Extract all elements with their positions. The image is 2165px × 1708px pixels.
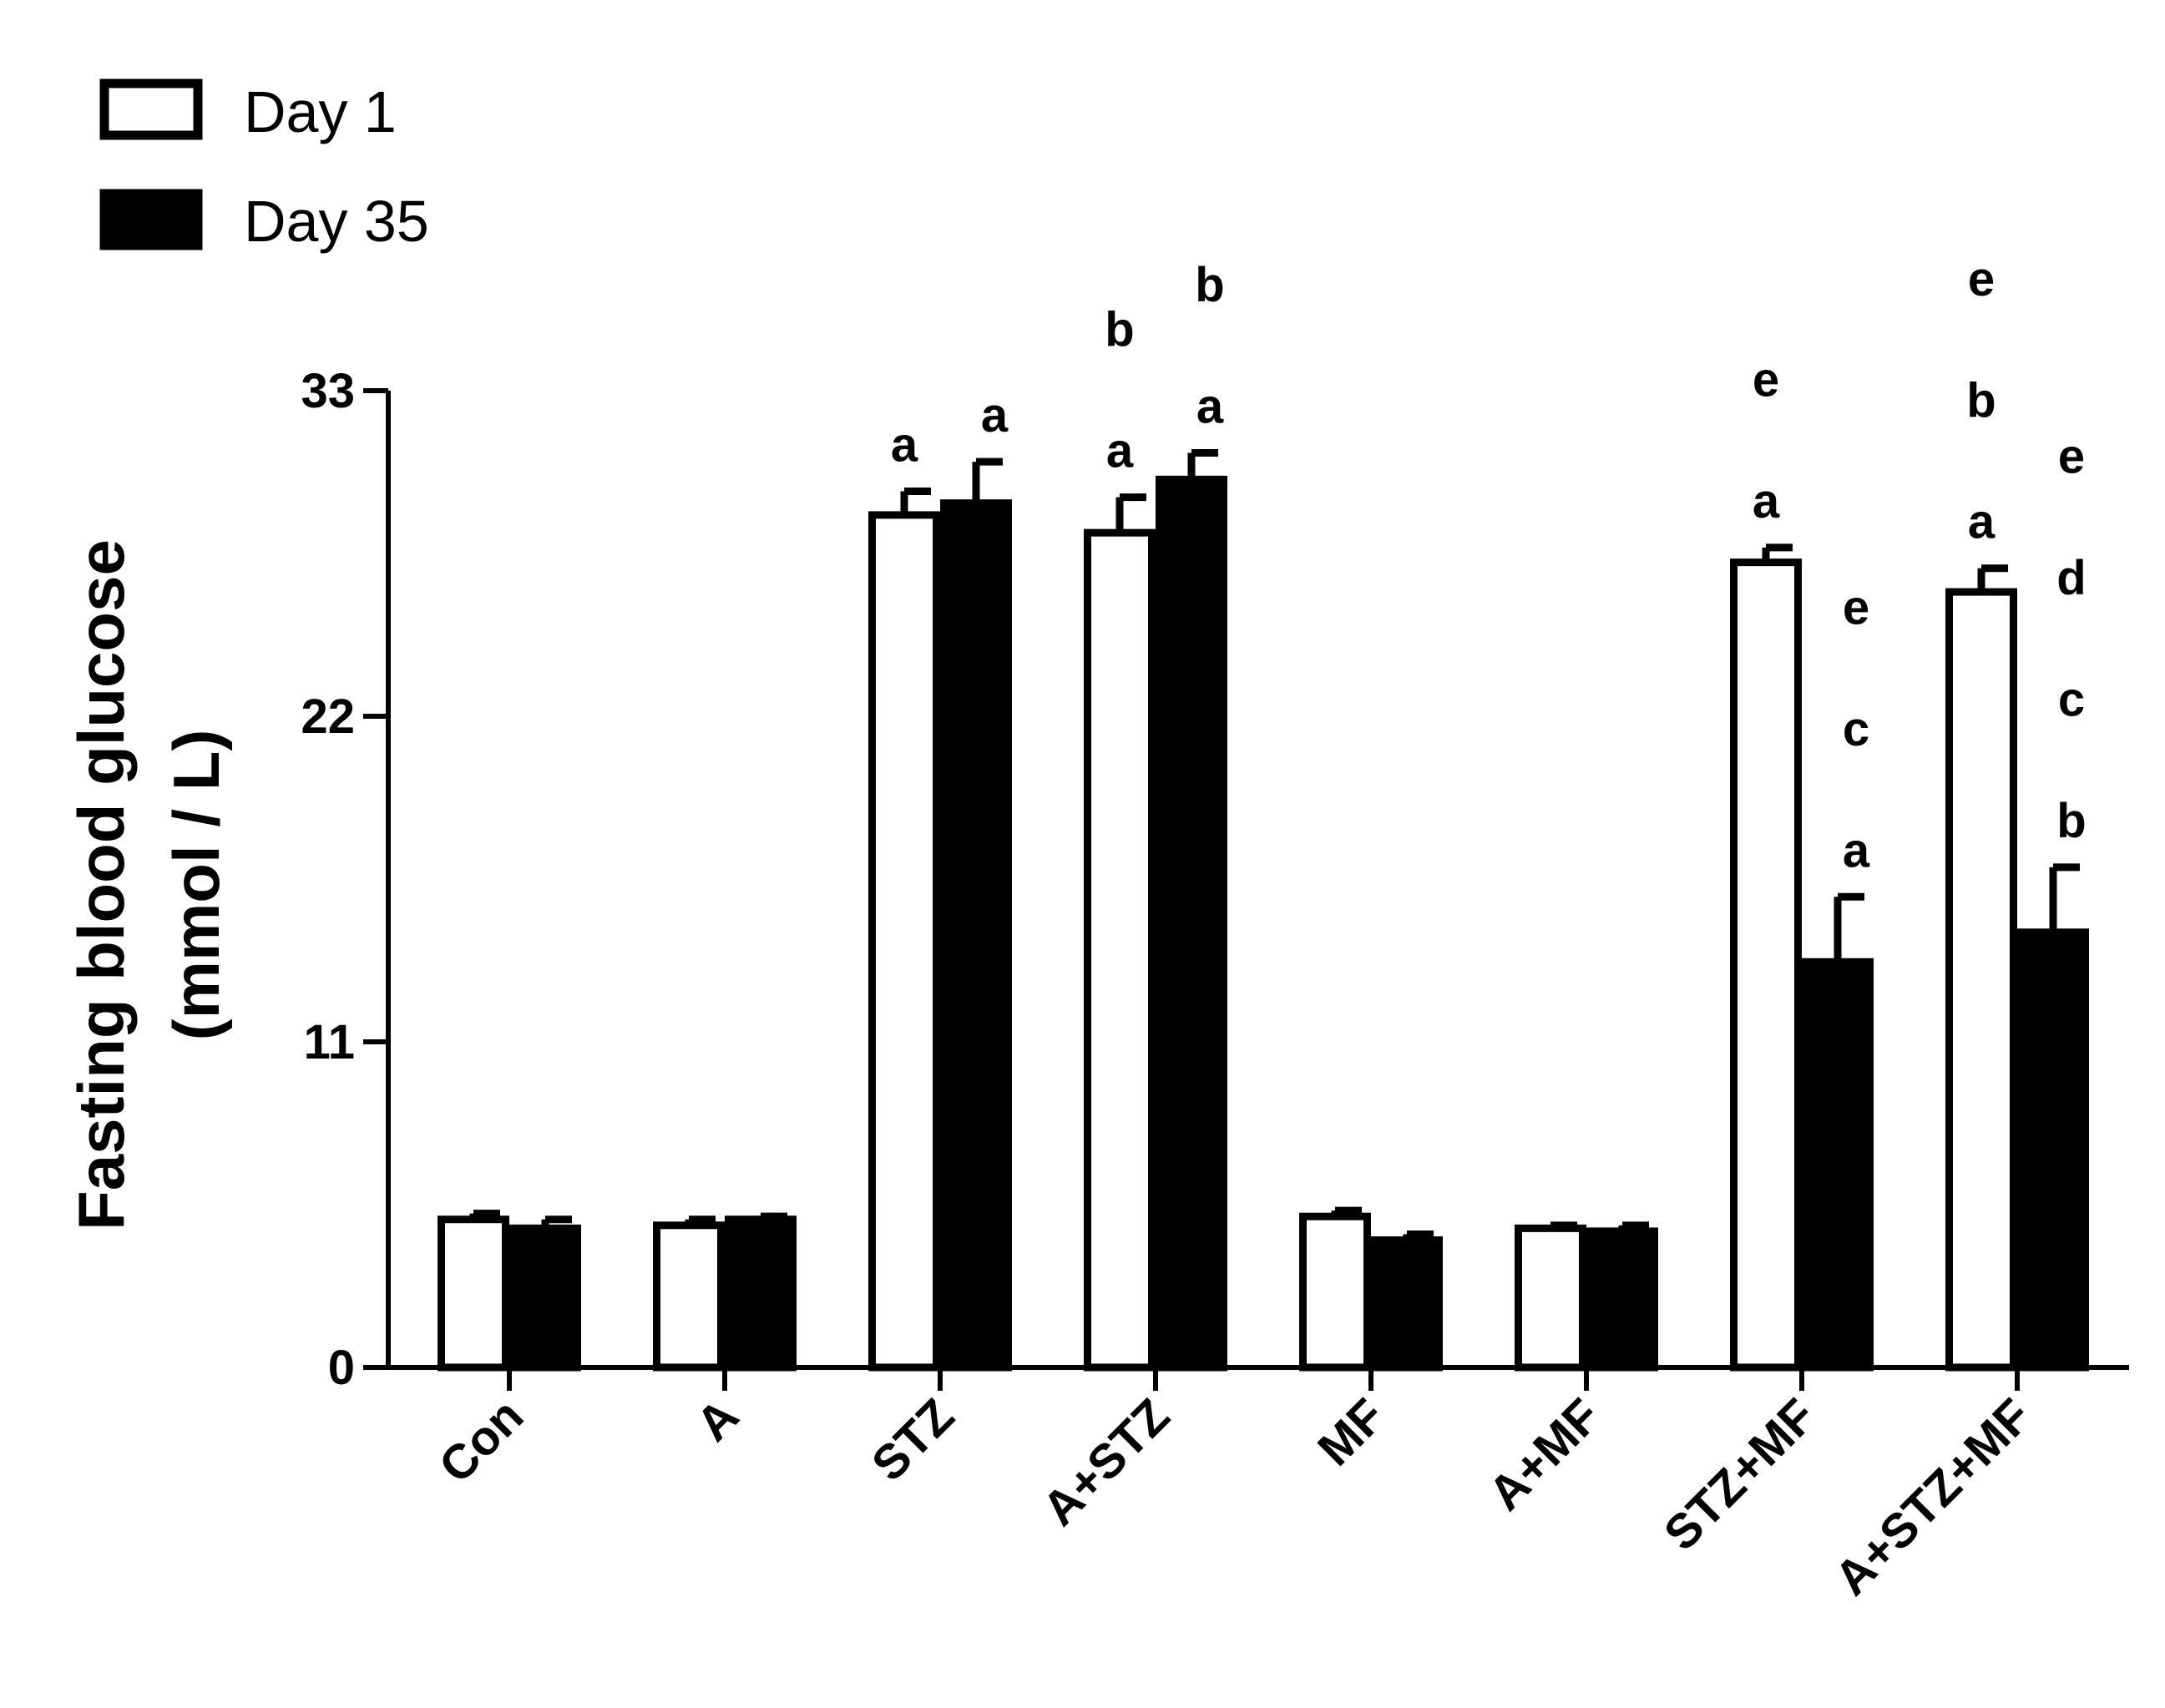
significance-label: e	[2058, 430, 2085, 484]
bars	[438, 448, 2089, 1372]
y-tick-label: 33	[301, 364, 355, 418]
x-tick-label: STZ	[862, 1388, 964, 1491]
significance-label: b	[1195, 258, 1224, 312]
x-tick-label: A+STZ	[1032, 1388, 1180, 1536]
x-tick-label: MF	[1308, 1388, 1395, 1476]
bar	[1299, 1212, 1371, 1372]
legend-label-day1: Day 1	[244, 79, 397, 144]
x-tick-label: Con	[429, 1388, 534, 1493]
bar	[653, 1221, 725, 1372]
legend: Day 1 Day 35	[99, 78, 429, 254]
significance-label: a	[981, 388, 1009, 442]
bar	[1371, 1236, 1443, 1372]
x-tick-label: STZ+MF	[1654, 1388, 1827, 1561]
bar	[1586, 1227, 1658, 1372]
significance-label: d	[2056, 551, 2086, 605]
significance-label: a	[891, 418, 918, 472]
bar	[2017, 928, 2089, 1372]
y-axis-label-line2: (mmol / L)	[159, 730, 233, 1041]
bar	[509, 1224, 581, 1372]
bar	[1730, 558, 1802, 1372]
legend-swatch-day1	[99, 78, 203, 140]
significance-label: a	[1196, 379, 1224, 433]
significance-label: c	[2058, 672, 2085, 726]
significance-label: e	[1968, 252, 1995, 306]
bar	[1802, 958, 1874, 1372]
legend-swatch-day35	[99, 189, 203, 250]
significance-label: e	[1843, 581, 1869, 635]
bar	[1945, 588, 2017, 1372]
significance-label: e	[1753, 353, 1779, 407]
significance-label: a	[1843, 823, 1870, 877]
y-tick-label: 22	[301, 690, 355, 744]
legend-label-day35: Day 35	[244, 189, 429, 254]
y-tick-label: 0	[328, 1341, 355, 1395]
y-tick-label: 11	[304, 1015, 355, 1069]
significance-label: a	[1753, 474, 1780, 528]
bar	[868, 511, 940, 1372]
x-tick-label: A+STZ+MF	[1824, 1388, 2041, 1605]
bar	[1084, 528, 1156, 1372]
significance-label: b	[1966, 373, 1996, 427]
significance-label: a	[1106, 424, 1134, 478]
y-axis-label-line1: Fasting blood glucose	[64, 539, 138, 1230]
significance-label: b	[1105, 302, 1134, 356]
bar	[940, 499, 1012, 1372]
significance-label: c	[1843, 702, 1869, 756]
bar	[725, 1215, 797, 1372]
bar	[1515, 1224, 1586, 1372]
x-tick-label: A+MF	[1478, 1388, 1611, 1521]
significance-label: b	[2056, 794, 2086, 848]
significance-label: a	[1968, 495, 1996, 549]
bar	[1156, 475, 1227, 1372]
bar	[438, 1215, 509, 1372]
x-tick-label: A	[686, 1388, 750, 1452]
